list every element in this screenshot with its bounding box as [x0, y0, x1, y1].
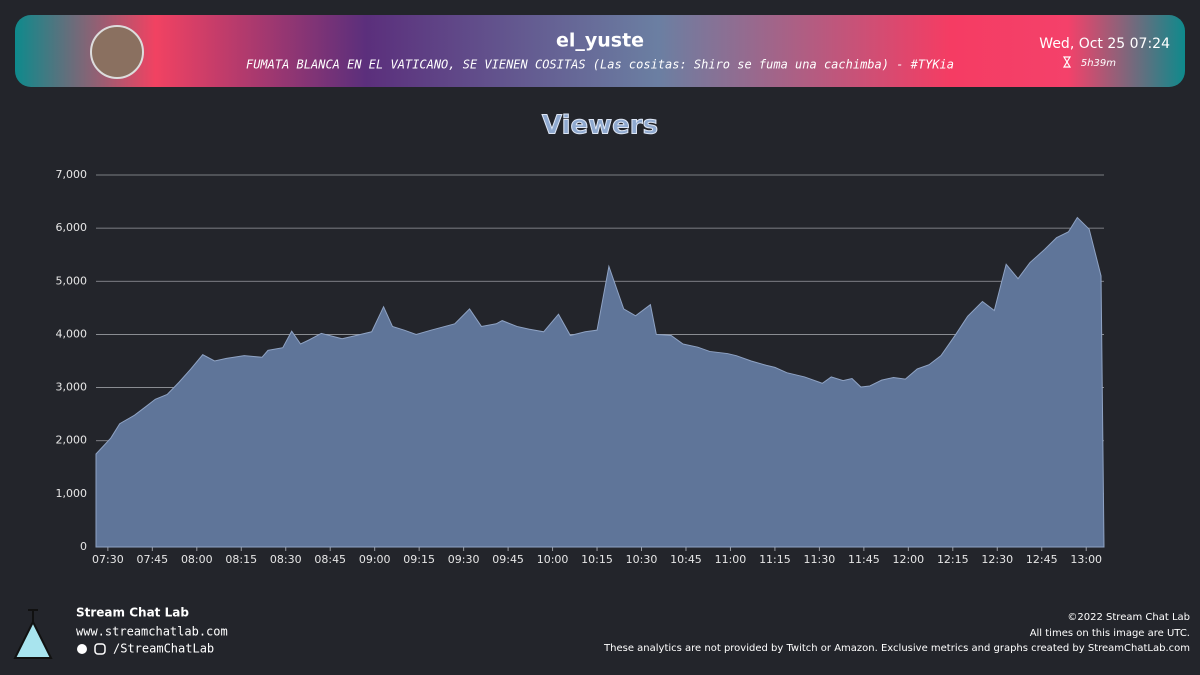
header-banner [15, 15, 1185, 87]
chart-title: Viewers [542, 111, 658, 141]
y-tick-label: 7,000 [56, 168, 88, 181]
x-tick-label: 09:00 [359, 553, 391, 566]
hourglass-icon [1062, 56, 1072, 68]
x-tick-label: 10:00 [537, 553, 569, 566]
x-tick-label: 09:45 [492, 553, 524, 566]
social: /StreamChatLab [113, 642, 214, 656]
x-tick-label: 11:30 [804, 553, 836, 566]
x-tick-label: 12:15 [937, 553, 969, 566]
x-tick-label: 09:30 [448, 553, 480, 566]
website: www.streamchatlab.com [76, 625, 228, 639]
x-tick-label: 08:30 [270, 553, 302, 566]
y-tick-label: 0 [80, 540, 87, 553]
x-tick-label: 11:00 [715, 553, 747, 566]
y-tick-label: 2,000 [56, 434, 88, 447]
x-tick-label: 08:15 [225, 553, 257, 566]
logo [13, 609, 53, 659]
date: Wed, Oct 25 07:24 [1039, 36, 1170, 52]
x-tick-label: 08:45 [314, 553, 346, 566]
x-tick-label: 07:30 [92, 553, 124, 566]
plot: 0 1,000 2,000 3,000 4,000 5,000 6,000 7,000 07:3… [56, 168, 1105, 566]
x-tick-label: 09:15 [403, 553, 435, 566]
y-tick-label: 6,000 [56, 221, 88, 234]
timezone-note: All times on this image are UTC. [1030, 628, 1190, 639]
y-tick-label: 3,000 [56, 381, 88, 394]
x-tick-label: 10:30 [626, 553, 658, 566]
x-tick-label: 12:30 [981, 553, 1013, 566]
x-tick-label: 12:45 [1026, 553, 1058, 566]
area [95, 216, 1105, 548]
brand: Stream Chat Lab [76, 606, 189, 620]
x-tick-label: 07:45 [136, 553, 168, 566]
x-tick-label: 12:00 [892, 553, 924, 566]
channel-name: el_yuste [556, 30, 644, 52]
avatar [90, 25, 144, 79]
copyright: ©2022 Stream Chat Lab [1067, 612, 1190, 623]
instagram-icon [94, 643, 106, 655]
x-tick-label: 08:00 [181, 553, 213, 566]
disclaimer: These analytics are not provided by Twit… [603, 643, 1190, 654]
duration: 5h39m [1081, 58, 1116, 69]
stream-title: FUMATA BLANCA EN EL VATICANO, SE VIENEN … [246, 58, 954, 72]
y-tick-label: 4,000 [56, 327, 88, 340]
x-tick-label: 11:45 [848, 553, 880, 566]
x-tick-label: 10:15 [581, 553, 613, 566]
x-tick-label: 10:45 [670, 553, 702, 566]
y-tick-label: 1,000 [56, 487, 88, 500]
x-tick-label: 13:00 [1070, 553, 1102, 566]
x-tick-label: 11:15 [759, 553, 791, 566]
twitter-icon [77, 644, 87, 654]
y-tick-label: 5,000 [56, 274, 88, 287]
